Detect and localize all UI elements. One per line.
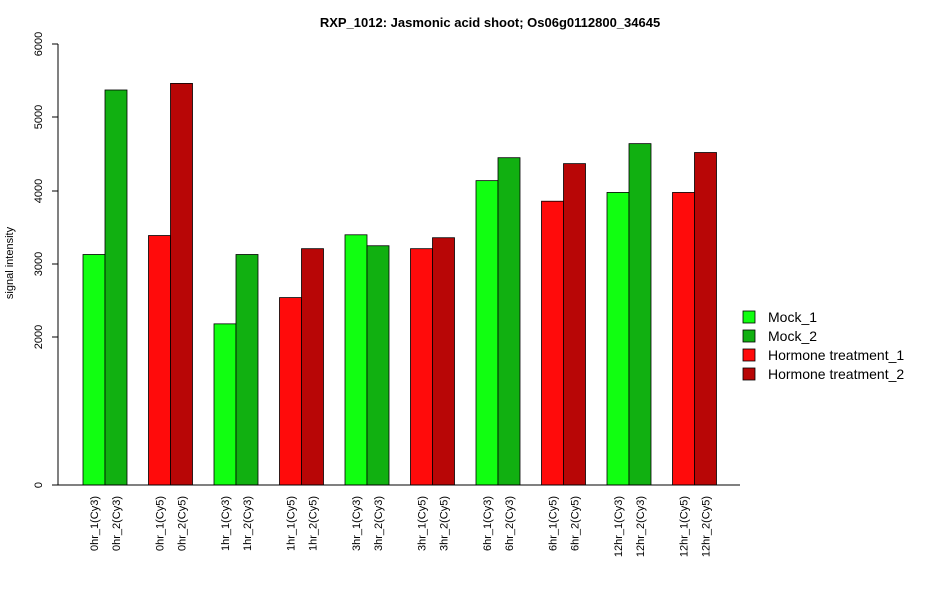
legend-label: Mock_2 <box>768 328 817 344</box>
bar <box>475 180 499 486</box>
x-tick-label: 0hr_2(Cy5) <box>177 496 189 551</box>
legend-label: Hormone treatment_2 <box>768 366 904 382</box>
bar <box>497 157 521 486</box>
x-tick-label: 12hr_2(Cy5) <box>701 496 713 557</box>
bar <box>432 237 455 486</box>
legend: Mock_1 Mock_2 Hormone treatment_1 Hormone t… <box>742 309 904 382</box>
bar <box>213 323 237 486</box>
x-tick-label: 1hr_1(Cy5) <box>286 496 298 551</box>
y-tick-label: 6000 <box>33 32 45 56</box>
bar <box>104 89 128 486</box>
x-tick-label: 6hr_2(Cy5) <box>570 496 582 551</box>
bar <box>148 235 171 486</box>
bar <box>628 143 652 486</box>
x-tick-label: 3hr_2(Cy3) <box>373 496 385 551</box>
x-tick-label: 1hr_1(Cy3) <box>220 496 232 551</box>
legend-swatch <box>742 329 756 343</box>
x-tick-label: 0hr_2(Cy3) <box>111 496 123 551</box>
bar <box>366 245 390 486</box>
y-axis-label: signal intensity <box>4 226 16 299</box>
y-tick-label: 5000 <box>33 105 45 129</box>
x-tick-label: 0hr_1(Cy5) <box>155 496 167 551</box>
x-tick-label: 3hr_2(Cy5) <box>439 496 451 551</box>
x-tick-label: 6hr_1(Cy3) <box>482 496 494 551</box>
y-tick-label: 3000 <box>33 252 45 276</box>
x-tick-label: 12hr_1(Cy3) <box>613 496 625 557</box>
bar <box>672 192 695 486</box>
x-tick-label: 6hr_2(Cy3) <box>504 496 516 551</box>
legend-swatch <box>742 310 756 324</box>
chart-title: RXP_1012: Jasmonic acid shoot; Os06g0112… <box>320 15 660 30</box>
x-tick-label: 1hr_2(Cy3) <box>242 496 254 551</box>
y-axis: 0 2000 3000 4000 5000 6000 <box>33 32 59 488</box>
bar <box>344 234 368 486</box>
bar <box>235 254 259 486</box>
y-tick-label: 2000 <box>33 325 45 349</box>
bar <box>694 152 717 486</box>
bar <box>563 163 586 486</box>
x-tick-label: 1hr_2(Cy5) <box>308 496 320 551</box>
x-tick-label: 12hr_1(Cy5) <box>679 496 691 557</box>
bar <box>606 192 630 486</box>
legend-swatch <box>742 348 756 362</box>
x-tick-labels: 0hr_1(Cy3) 0hr_2(Cy3) 0hr_1(Cy5) 0hr_2(Cy5)… <box>89 496 713 557</box>
bar <box>410 248 433 486</box>
legend-label: Hormone treatment_1 <box>768 347 904 363</box>
legend-label: Mock_1 <box>768 309 817 325</box>
bars <box>82 83 717 486</box>
bar <box>82 254 106 486</box>
x-tick-label: 6hr_1(Cy5) <box>548 496 560 551</box>
bar <box>301 248 324 486</box>
y-tick-label: 0 <box>33 482 45 488</box>
x-tick-label: 3hr_1(Cy5) <box>417 496 429 551</box>
y-tick-label: 4000 <box>33 179 45 203</box>
x-tick-label: 12hr_2(Cy3) <box>635 496 647 557</box>
legend-swatch <box>742 367 756 381</box>
bar <box>541 200 564 486</box>
bar <box>279 297 302 486</box>
bar <box>170 83 193 486</box>
x-tick-label: 0hr_1(Cy3) <box>89 496 101 551</box>
x-tick-label: 3hr_1(Cy3) <box>351 496 363 551</box>
